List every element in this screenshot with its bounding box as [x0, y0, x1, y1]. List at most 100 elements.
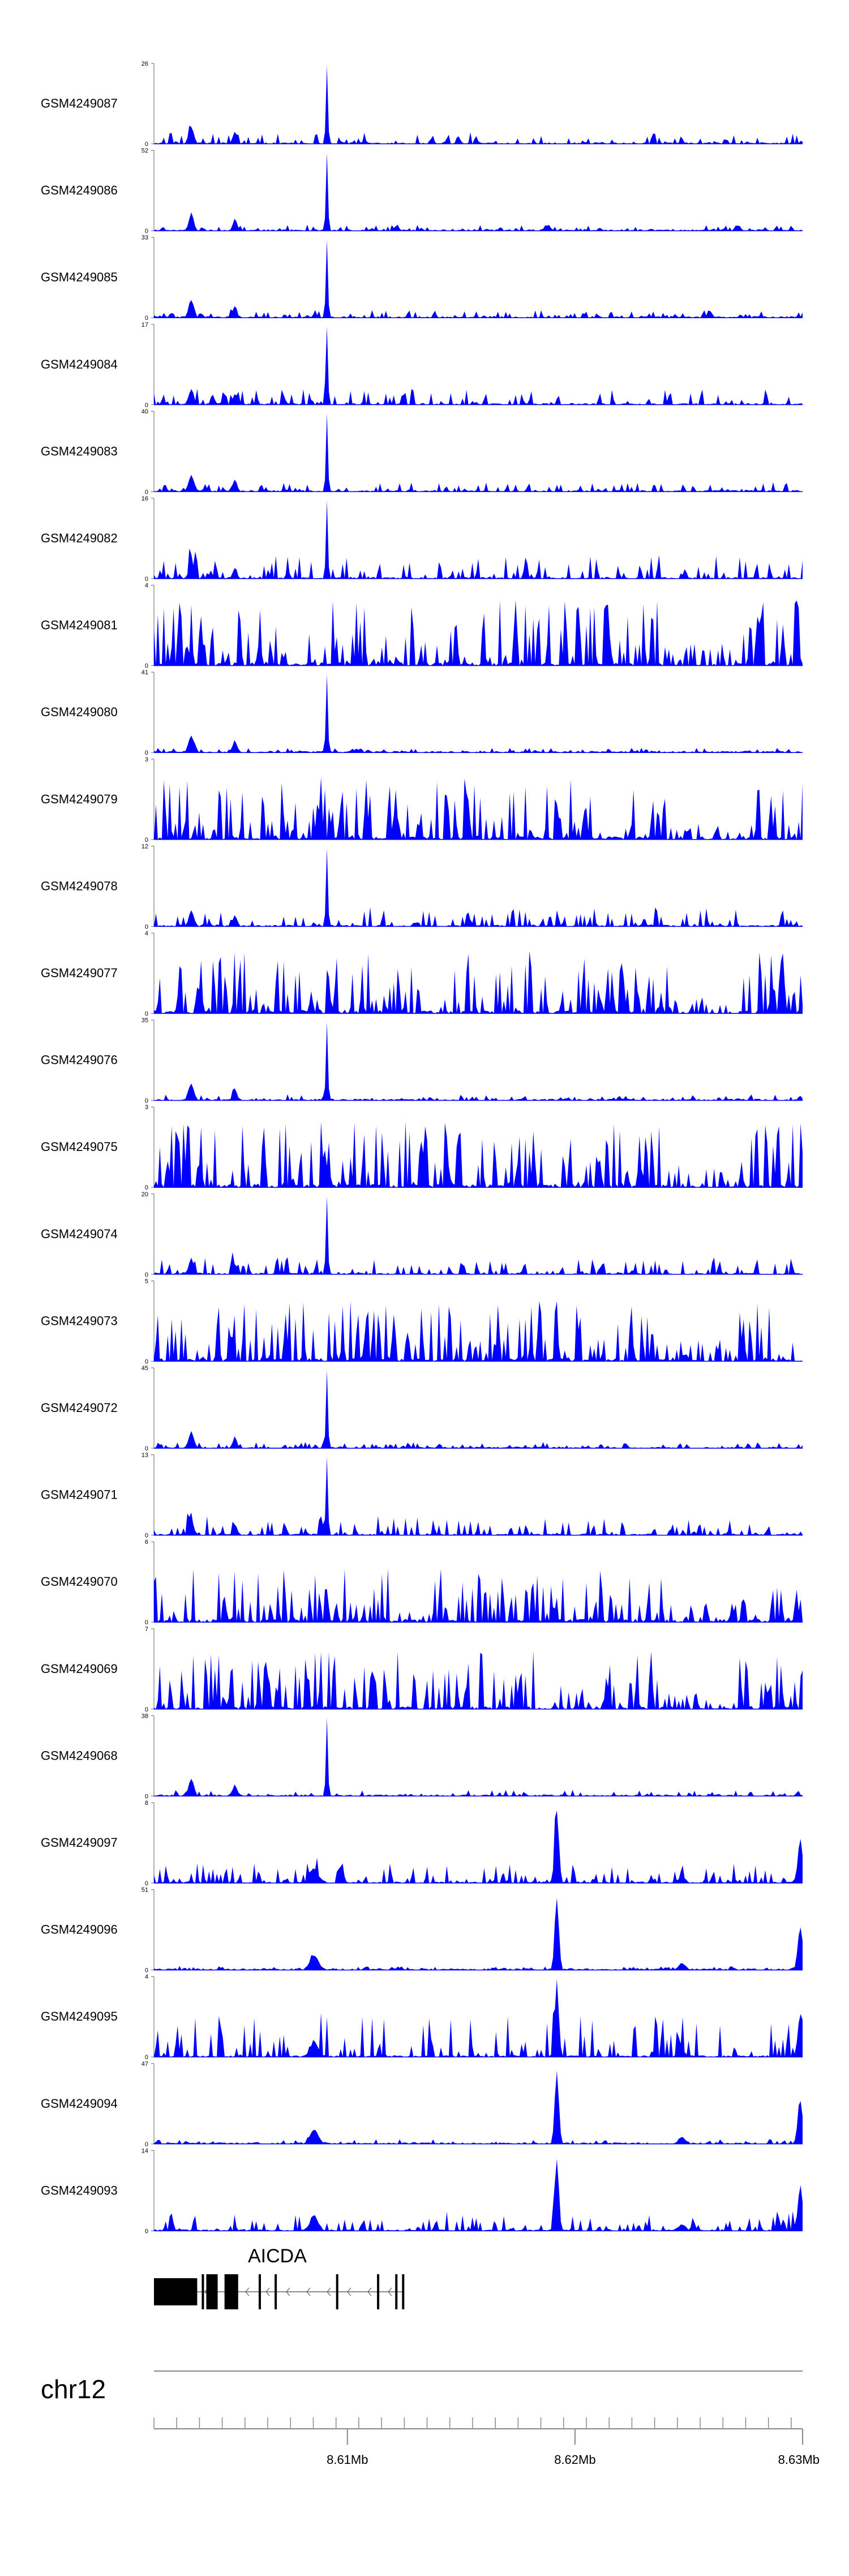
y-max-label: 14: [142, 2147, 148, 2154]
track-GSM4249097: GSM4249097 8 0: [41, 1800, 803, 1887]
coverage-area: [154, 66, 803, 144]
y-max-label: 3: [145, 1104, 148, 1111]
y-zero-label: 0: [145, 1619, 148, 1626]
y-zero-label: 0: [145, 1533, 148, 1539]
coverage-area: [154, 239, 803, 318]
y-max-label: 41: [142, 669, 148, 676]
y-max-label: 3: [145, 756, 148, 763]
y-zero-label: 0: [145, 1793, 148, 1800]
y-zero-label: 0: [145, 1445, 148, 1452]
y-zero-label: 0: [145, 1011, 148, 1017]
y-max-label: 5: [145, 1278, 148, 1285]
track-GSM4249096: GSM4249096 51 0: [41, 1887, 803, 1974]
strand-arrow: [306, 2287, 311, 2296]
coverage-area: [154, 600, 803, 666]
y-max-label: 45: [142, 1365, 148, 1372]
track-GSM4249068: GSM4249068 38 0: [41, 1713, 803, 1800]
y-max-label: 47: [142, 2061, 148, 2068]
track-label: GSM4249093: [41, 2183, 118, 2197]
axis-ticks: 8.61Mb 8.62Mb 8.63Mb: [153, 2417, 820, 2467]
strand-arrow: [245, 2287, 250, 2296]
x-tick-label: 8.62Mb: [554, 2453, 595, 2467]
coverage-area: [154, 2070, 803, 2144]
exon-block: [395, 2274, 398, 2309]
track-GSM4249078: GSM4249078 12 0: [41, 843, 803, 930]
y-zero-label: 0: [145, 1184, 148, 1191]
coverage-tracks: GSM4249087260GSM4249086520GSM4249085330G…: [41, 61, 803, 2235]
y-max-label: 6: [145, 1539, 148, 1546]
y-max-label: 38: [142, 1713, 148, 1719]
coverage-area: [154, 674, 803, 753]
y-zero-label: 0: [145, 1098, 148, 1105]
y-max-label: 40: [142, 408, 148, 415]
y-zero-label: 0: [145, 1880, 148, 1887]
y-max-label: 16: [142, 495, 148, 502]
strand-arrow: [327, 2287, 331, 2296]
gene-annotation-track: AICDA: [154, 2245, 405, 2309]
track-GSM4249086: GSM4249086 52 0: [41, 148, 803, 235]
track-label: GSM4249096: [41, 1923, 118, 1937]
track-label: GSM4249079: [41, 792, 118, 806]
coverage-area: [154, 1897, 803, 1970]
coverage-area: [154, 1569, 803, 1623]
track-GSM4249084: GSM4249084 17 0: [41, 322, 803, 409]
strand-arrow: [388, 2287, 392, 2296]
y-zero-label: 0: [145, 489, 148, 495]
exon-block: [275, 2274, 277, 2309]
x-tick-label: 8.61Mb: [327, 2453, 368, 2467]
y-max-label: 26: [142, 61, 148, 67]
coverage-area: [154, 500, 803, 579]
exon-block: [201, 2274, 204, 2309]
exon-block: [402, 2274, 405, 2309]
track-label: GSM4249082: [41, 531, 118, 545]
track-GSM4249081: GSM4249081 4 0: [41, 583, 803, 670]
y-zero-label: 0: [145, 1706, 148, 1713]
track-label: GSM4249087: [41, 96, 118, 110]
track-label: GSM4249081: [41, 618, 118, 632]
coverage-area: [154, 848, 803, 927]
y-max-label: 20: [142, 1191, 148, 1198]
track-GSM4249070: GSM4249070 6 0: [41, 1539, 803, 1626]
track-label: GSM4249073: [41, 1313, 118, 1328]
genome-axis-track: chr12 8.61Mb 8.62Mb 8.63Mb: [41, 2370, 820, 2467]
y-zero-label: 0: [145, 837, 148, 844]
track-label: GSM4249072: [41, 1401, 118, 1415]
coverage-area: [154, 1121, 803, 1188]
track-GSM4249076: GSM4249076 35 0: [41, 1017, 803, 1105]
x-tick-label: 8.63Mb: [778, 2453, 820, 2467]
coverage-area: [154, 326, 803, 405]
coverage-area: [154, 1301, 803, 1362]
strand-arrow: [286, 2287, 290, 2296]
coverage-area: [154, 1810, 803, 1883]
track-label: GSM4249085: [41, 270, 118, 284]
track-GSM4249072: GSM4249072 45 0: [41, 1365, 803, 1452]
exon-block: [258, 2274, 261, 2309]
coverage-area: [154, 1370, 803, 1448]
track-GSM4249069: GSM4249069 7 0: [41, 1626, 803, 1713]
track-GSM4249074: GSM4249074 20 0: [41, 1191, 803, 1278]
coverage-area: [154, 1718, 803, 1796]
track-GSM4249083: GSM4249083 40 0: [41, 408, 803, 495]
coverage-area: [154, 413, 803, 492]
track-label: GSM4249095: [41, 2009, 118, 2023]
y-max-label: 17: [142, 322, 148, 328]
coverage-area: [154, 777, 803, 840]
coverage-area: [154, 951, 803, 1013]
y-max-label: 7: [145, 1626, 148, 1633]
y-max-label: 33: [142, 234, 148, 241]
track-label: GSM4249094: [41, 2096, 118, 2111]
coverage-area: [154, 1651, 803, 1709]
track-label: GSM4249080: [41, 705, 118, 719]
y-zero-label: 0: [145, 576, 148, 583]
y-max-label: 4: [145, 930, 148, 937]
track-GSM4249079: GSM4249079 3 0: [41, 756, 803, 844]
y-max-label: 4: [145, 583, 148, 589]
track-label: GSM4249083: [41, 444, 118, 458]
track-label: GSM4249097: [41, 1835, 118, 1850]
y-zero-label: 0: [145, 2141, 148, 2148]
y-zero-label: 0: [145, 923, 148, 930]
y-zero-label: 0: [145, 228, 148, 235]
track-label: GSM4249078: [41, 879, 118, 893]
exon-block: [377, 2274, 380, 2309]
